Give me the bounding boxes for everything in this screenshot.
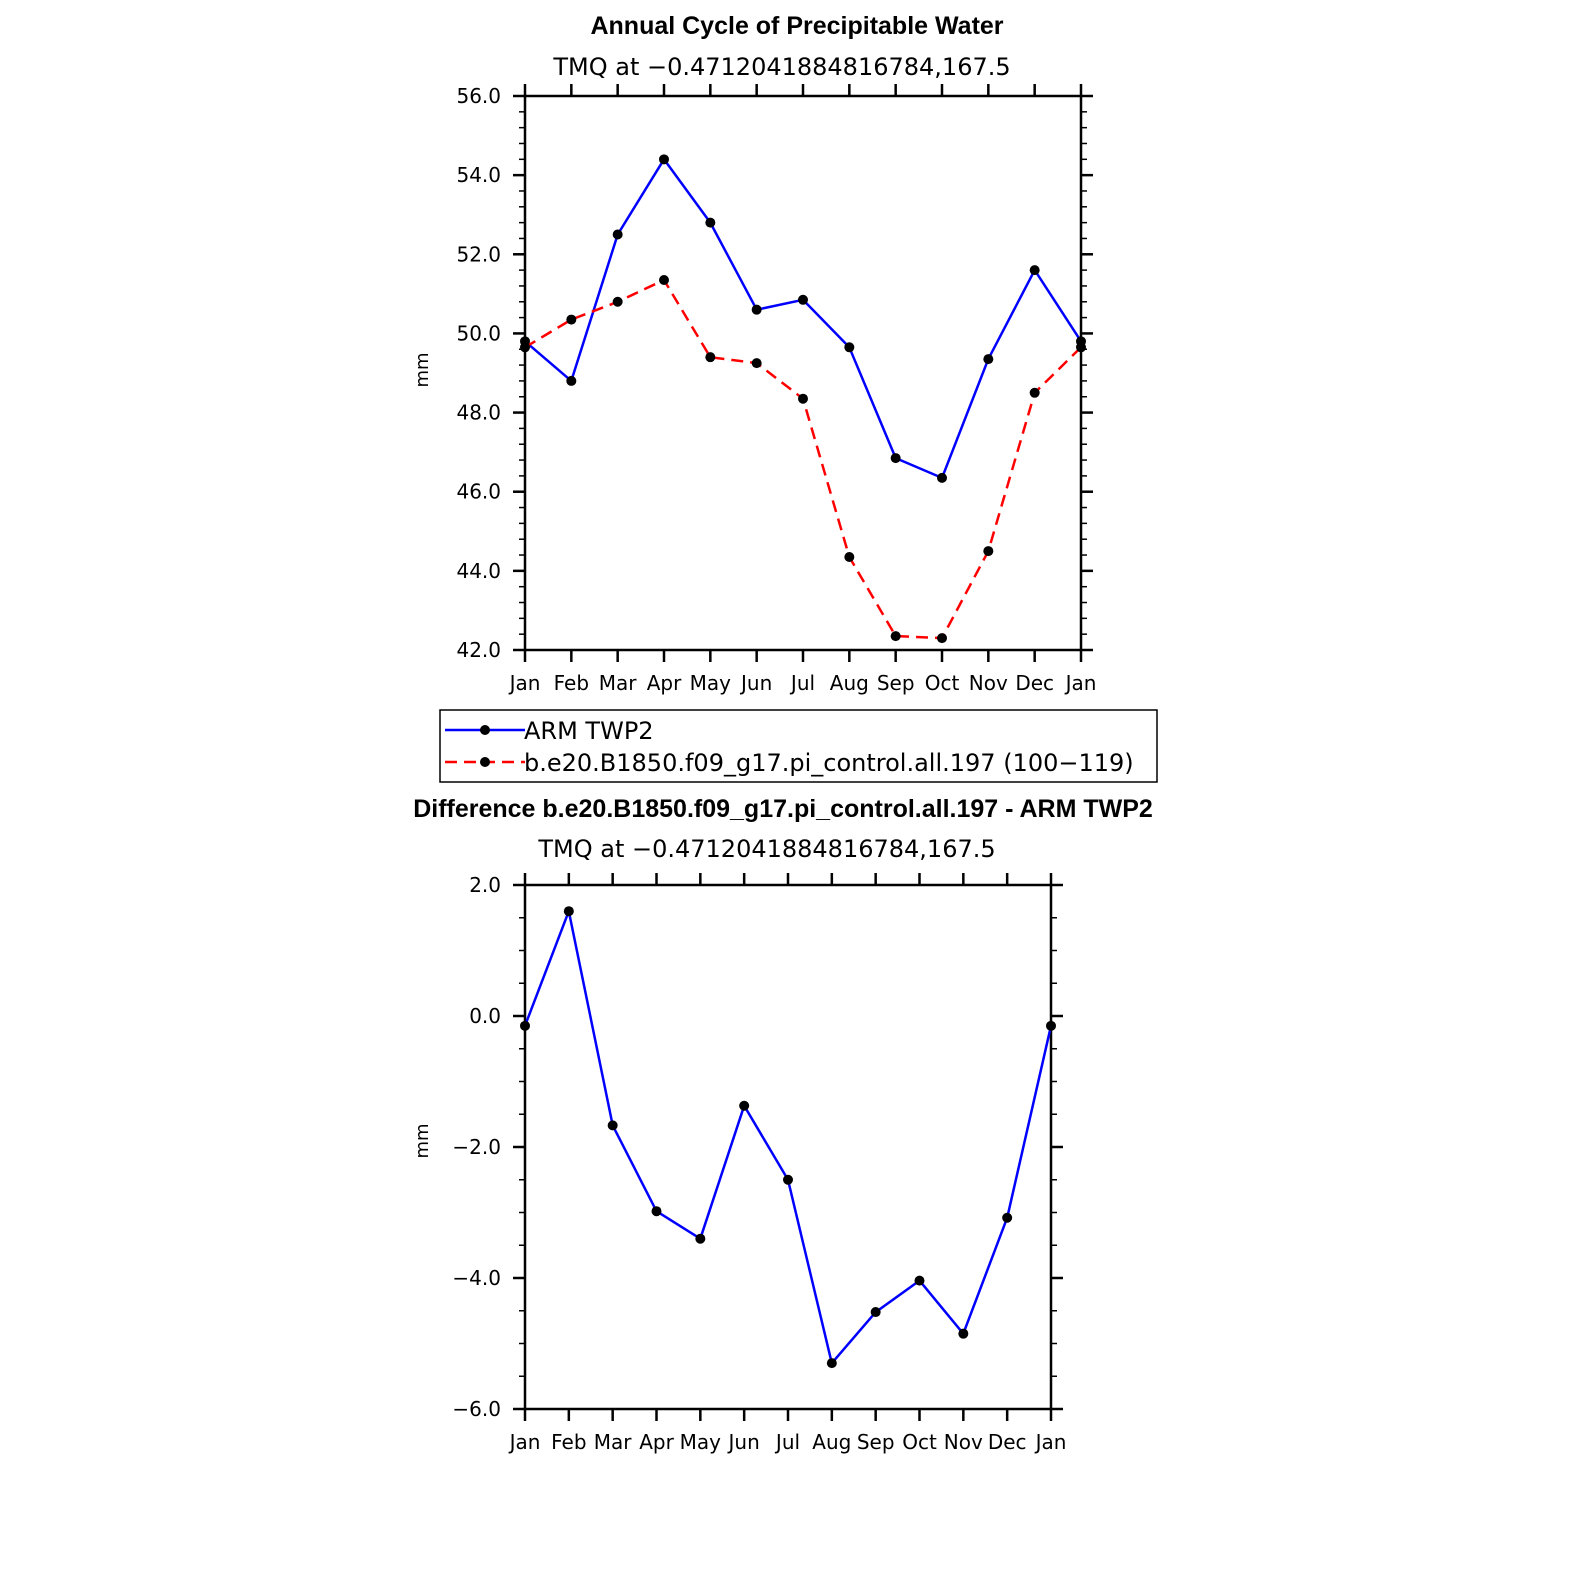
y-tick-label: 44.0 bbox=[456, 559, 501, 583]
x-tick-label: Feb bbox=[551, 1430, 586, 1454]
x-tick-label: May bbox=[680, 1430, 722, 1454]
y-tick-label: −2.0 bbox=[452, 1135, 501, 1159]
x-tick-label: Feb bbox=[554, 671, 589, 695]
series-line-0 bbox=[524, 158, 1083, 480]
x-tick-label: Jun bbox=[727, 1430, 760, 1454]
x-tick-label: Jan bbox=[1064, 671, 1097, 695]
data-point-0 bbox=[890, 453, 901, 464]
y-tick-label: −4.0 bbox=[452, 1266, 501, 1290]
x-tick-label: Jul bbox=[774, 1430, 800, 1454]
data-point-0 bbox=[705, 217, 716, 228]
data-point-1 bbox=[1076, 342, 1086, 353]
data-point-0 bbox=[751, 304, 762, 315]
y-tick-label: 46.0 bbox=[456, 480, 501, 504]
x-tick-label: Nov bbox=[944, 1430, 983, 1454]
data-point-0 bbox=[914, 1275, 925, 1286]
data-point-1 bbox=[937, 633, 947, 644]
data-point-1 bbox=[844, 552, 855, 563]
chart-title: Difference b.e20.B1850.f09_g17.pi_contro… bbox=[413, 795, 1153, 823]
chart-subtitle: TMQ at −0.4712041884816784,167.5 bbox=[552, 53, 1010, 81]
chart-subtitle: TMQ at −0.4712041884816784,167.5 bbox=[537, 835, 995, 863]
x-tick-label: Jan bbox=[1034, 1430, 1067, 1454]
legend-label-model: b.e20.B1850.f09_g17.pi_control.all.197 (… bbox=[524, 749, 1134, 777]
legend-box bbox=[439, 709, 1158, 783]
data-point-0 bbox=[563, 906, 574, 917]
data-point-0 bbox=[870, 1307, 881, 1318]
x-tick-label: Dec bbox=[1015, 671, 1054, 695]
y-axis-label: mm bbox=[412, 352, 433, 387]
x-tick-label: Sep bbox=[877, 671, 915, 695]
data-point-0 bbox=[612, 229, 623, 240]
data-point-0 bbox=[520, 1020, 530, 1031]
y-tick-label: 52.0 bbox=[456, 242, 501, 266]
x-tick-label: Apr bbox=[647, 671, 682, 695]
legend: ARM TWP2 b.e20.B1850.f09_g17.pi_control.… bbox=[439, 709, 1158, 783]
data-point-1 bbox=[705, 352, 716, 363]
x-tick-label: Jan bbox=[508, 1430, 541, 1454]
data-point-0 bbox=[1029, 265, 1040, 276]
legend-item-model: b.e20.B1850.f09_g17.pi_control.all.197 (… bbox=[445, 749, 1134, 777]
data-point-0 bbox=[958, 1328, 969, 1339]
y-tick-label: 50.0 bbox=[456, 321, 501, 345]
data-point-1 bbox=[1029, 387, 1040, 398]
legend-marker-arm-twp2 bbox=[480, 725, 490, 735]
x-tick-label: Aug bbox=[830, 671, 869, 695]
data-point-1 bbox=[890, 631, 901, 642]
y-tick-label: 2.0 bbox=[469, 873, 501, 897]
series-line-1 bbox=[524, 278, 1082, 640]
data-point-0 bbox=[983, 354, 994, 365]
x-tick-label: Mar bbox=[599, 671, 638, 695]
data-point-0 bbox=[695, 1233, 706, 1244]
data-point-1 bbox=[659, 275, 669, 286]
y-axis-label: mm bbox=[412, 1123, 433, 1158]
y-tick-label: 56.0 bbox=[456, 84, 501, 108]
precipitable-water-chart: Annual Cycle of Precipitable Water TMQ a… bbox=[412, 12, 1096, 695]
data-point-1 bbox=[798, 393, 808, 404]
series-line-0 bbox=[523, 909, 1053, 1365]
x-tick-label: Mar bbox=[594, 1430, 633, 1454]
data-point-1 bbox=[751, 358, 762, 369]
x-tick-label: Jun bbox=[739, 671, 772, 695]
data-point-0 bbox=[1046, 1020, 1056, 1031]
y-tick-label: 42.0 bbox=[456, 638, 501, 662]
data-point-0 bbox=[1002, 1212, 1013, 1223]
x-tick-label: Jan bbox=[508, 671, 541, 695]
data-point-0 bbox=[844, 342, 855, 353]
data-point-0 bbox=[739, 1100, 750, 1111]
data-point-0 bbox=[651, 1206, 662, 1217]
legend-label-arm-twp2: ARM TWP2 bbox=[524, 717, 654, 745]
x-tick-label: May bbox=[690, 671, 732, 695]
data-point-1 bbox=[566, 314, 577, 325]
x-tick-label: Oct bbox=[902, 1430, 937, 1454]
data-point-1 bbox=[520, 342, 530, 353]
y-tick-label: 54.0 bbox=[456, 163, 501, 187]
data-point-0 bbox=[798, 294, 808, 305]
x-tick-label: Oct bbox=[925, 671, 960, 695]
data-point-0 bbox=[937, 472, 947, 483]
y-tick-label: 48.0 bbox=[456, 401, 501, 425]
plot-frame bbox=[523, 883, 1053, 1411]
y-tick-label: −6.0 bbox=[452, 1397, 501, 1421]
x-tick-label: Dec bbox=[988, 1430, 1027, 1454]
x-tick-label: Jul bbox=[789, 671, 815, 695]
data-point-0 bbox=[826, 1358, 837, 1369]
x-tick-label: Nov bbox=[969, 671, 1008, 695]
x-tick-label: Sep bbox=[857, 1430, 895, 1454]
y-tick-label: 0.0 bbox=[469, 1004, 501, 1028]
data-point-0 bbox=[783, 1174, 793, 1185]
x-tick-label: Aug bbox=[812, 1430, 851, 1454]
legend-item-arm-twp2: ARM TWP2 bbox=[445, 717, 654, 745]
data-point-1 bbox=[983, 546, 994, 557]
x-tick-label: Apr bbox=[639, 1430, 674, 1454]
data-point-0 bbox=[659, 154, 669, 165]
data-point-0 bbox=[607, 1120, 618, 1131]
plot-frame bbox=[523, 94, 1083, 652]
difference-chart: Difference b.e20.B1850.f09_g17.pi_contro… bbox=[412, 795, 1153, 1454]
data-point-0 bbox=[566, 375, 577, 386]
chart-title: Annual Cycle of Precipitable Water bbox=[590, 12, 1003, 40]
data-point-1 bbox=[612, 296, 623, 307]
legend-marker-model bbox=[480, 757, 490, 767]
